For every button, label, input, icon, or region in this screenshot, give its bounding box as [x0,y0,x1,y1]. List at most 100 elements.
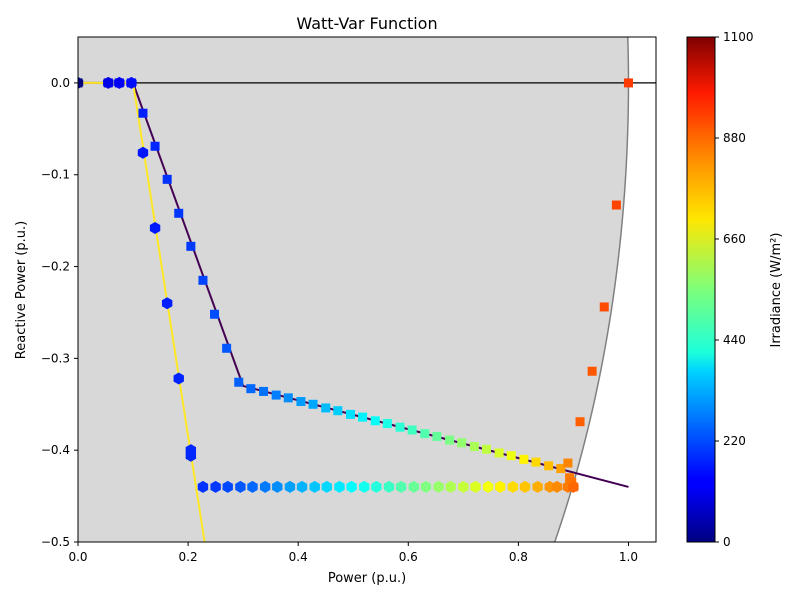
square-marker [138,108,148,118]
hexagon-marker [222,480,233,493]
x-tick-label: 0.6 [399,550,418,564]
y-axis-ticks: 0.0 −0.1 −0.2 −0.3 −0.4 −0.5 [41,76,78,549]
square-marker [544,461,554,471]
square-marker [234,377,244,387]
hexagon-marker [551,480,563,493]
hexagon-marker [445,480,456,493]
square-marker [623,78,633,88]
square-marker [563,458,573,468]
data-points [78,76,633,493]
hexagon-marker [334,480,345,493]
hexagon-marker [210,480,221,493]
square-marker [150,141,160,151]
square-marker [494,448,504,458]
square-marker [186,241,196,251]
y-tick-label: −0.1 [41,168,70,182]
y-tick-label: −0.3 [41,351,70,365]
y-tick-label: −0.2 [41,260,70,274]
square-marker [469,442,479,452]
hexagon-marker [433,480,444,493]
hexagon-marker [137,146,149,159]
square-marker [599,302,609,312]
square-marker [222,343,232,353]
x-tick-label: 0.2 [179,550,198,564]
colorbar-label: Irradiance (W/m²) [769,233,784,348]
x-tick-label: 0.0 [68,550,87,564]
square-marker [565,473,575,483]
hexagon-marker [470,480,481,493]
square-marker [575,417,585,427]
square-marker [407,425,417,435]
square-marker [556,464,566,474]
hexagon-marker [161,297,173,310]
y-tick-label: 0.0 [51,76,70,90]
hexagon-marker [114,76,125,89]
square-marker [271,390,281,400]
hexagon-marker [247,480,258,493]
hexagon-marker [197,480,209,493]
hexagon-marker [532,480,543,493]
hexagon-marker [272,480,283,493]
square-marker [519,454,529,464]
square-marker [246,384,256,394]
hexagon-marker [458,480,469,493]
plot-area: 0.0 0.2 0.4 0.6 0.8 1.0 0.0 −0.1 −0.2 −0.3 −0.4 −0… [41,36,657,564]
square-marker [283,393,293,403]
colorbar: 0 220 440 660 880 1100 Irradiance (W/m²) [686,30,784,549]
hexagon-marker [78,76,84,89]
square-marker [506,451,516,461]
hexagon-marker [309,480,320,493]
square-marker [531,457,541,467]
colorbar-tick-label: 1100 [723,30,754,44]
hexagon-marker [103,76,114,89]
hexagon-marker [408,480,419,493]
colorbar-gradient [686,36,716,543]
hexagon-marker [173,372,184,385]
square-marker [358,412,368,422]
hexagon-marker [185,449,197,462]
hexagon-marker [495,480,506,493]
colorbar-tick-label: 0 [723,535,731,549]
square-marker [198,275,208,285]
colorbar-tick-label: 880 [723,131,746,145]
square-marker [370,416,380,426]
colorbar-tick-label: 440 [723,333,746,347]
x-axis-ticks: 0.0 0.2 0.4 0.6 0.8 1.0 [68,542,638,564]
square-marker [457,438,467,448]
hexagon-marker [321,480,333,493]
square-marker [210,309,220,319]
hexagon-marker [296,480,308,493]
square-marker [382,419,392,429]
square-marker [174,208,184,218]
colorbar-tick-label: 660 [723,232,746,246]
hexagon-marker [395,480,407,493]
square-marker [296,397,306,407]
hexagon-marker [346,480,357,493]
hexagon-marker [383,480,395,493]
square-marker [333,406,343,416]
x-axis-label: Power (p.u.) [328,571,406,586]
x-tick-label: 1.0 [619,550,638,564]
hexagon-marker [284,480,296,493]
square-marker [611,200,621,210]
hexagon-marker [149,221,161,234]
hexagon-marker [126,76,137,89]
hexagon-marker [420,480,432,493]
hexagon-marker [568,480,579,493]
square-marker [162,174,172,184]
square-marker [321,403,331,413]
x-tick-label: 0.8 [509,550,528,564]
x-tick-label: 0.4 [289,550,308,564]
hexagon-marker [519,480,531,493]
hexagon-marker [359,480,370,493]
square-marker [420,429,430,439]
square-marker [445,435,455,445]
square-marker [432,431,442,441]
square-marker [587,366,597,376]
square-marker [481,444,491,454]
hexagon-marker [482,480,494,493]
square-marker [345,409,355,419]
colorbar-ticks: 0 220 440 660 880 1100 [715,30,754,549]
square-marker [308,399,318,409]
